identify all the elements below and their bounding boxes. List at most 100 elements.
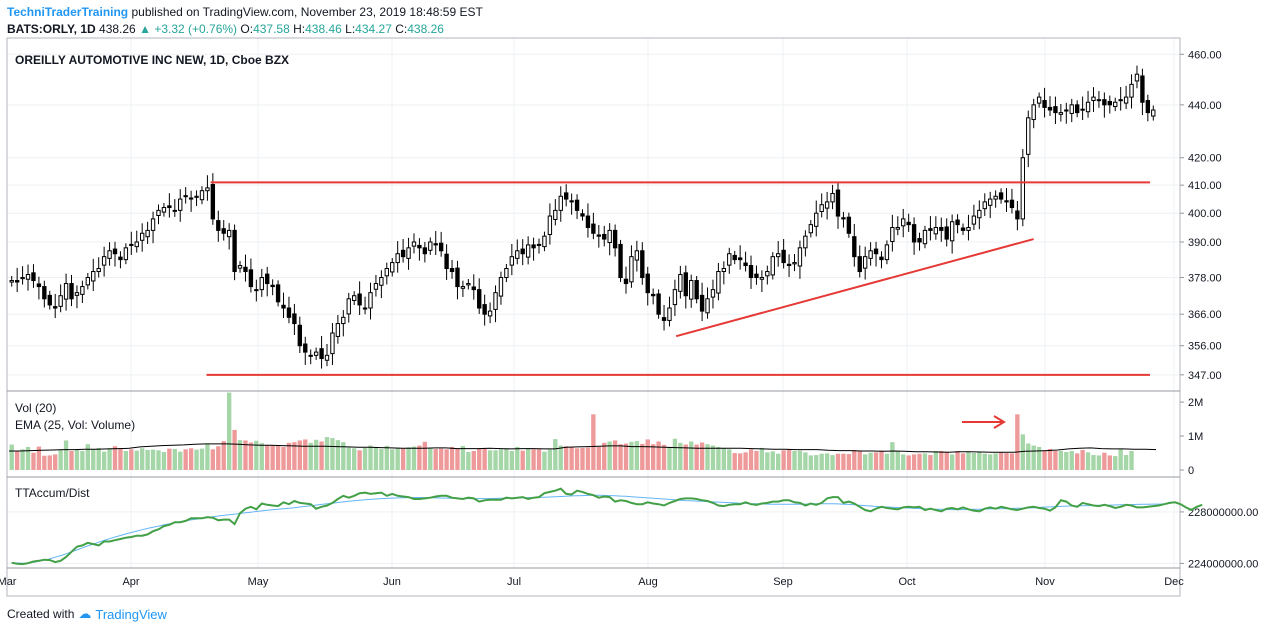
- trendline[interactable]: [675, 238, 1034, 338]
- time-tick-label: Jun: [383, 576, 401, 588]
- volume-bar: [167, 448, 172, 470]
- candle: [384, 262, 389, 285]
- candle: [988, 191, 993, 219]
- candle: [91, 258, 96, 291]
- volume-bar: [602, 442, 607, 470]
- candle: [1107, 95, 1112, 114]
- candle: [650, 288, 656, 305]
- volume-bar: [69, 450, 74, 470]
- volume-bar: [906, 455, 911, 470]
- candle: [58, 284, 63, 313]
- volume-tick-label: 2M: [1188, 397, 1203, 409]
- author-link[interactable]: TechniTraderTraining: [7, 5, 129, 19]
- time-axis[interactable]: Mar Apr May Jun Jul Aug Sep Oct Nov Dec: [0, 576, 1184, 588]
- candle: [313, 347, 319, 360]
- candle: [1140, 68, 1145, 116]
- volume-bar: [1064, 452, 1069, 470]
- tradingview-link[interactable]: TradingView: [95, 606, 167, 622]
- candle: [803, 230, 808, 257]
- candle: [53, 293, 58, 319]
- candle: [1074, 100, 1080, 118]
- candle: [31, 264, 36, 288]
- candle: [243, 254, 248, 282]
- candle: [732, 250, 737, 265]
- price-axis[interactable]: 460.00 440.00 420.00 410.00 400.00 390.00 378.…: [1180, 49, 1222, 382]
- time-tick-label: Aug: [638, 576, 658, 588]
- candle: [216, 210, 221, 242]
- volume-bar: [737, 453, 743, 470]
- candle: [520, 239, 525, 266]
- volume-bar: [748, 449, 754, 470]
- volume-bar: [618, 444, 623, 470]
- volume-bar: [835, 453, 841, 470]
- volume-bar: [14, 450, 20, 470]
- volume-bar: [1085, 452, 1091, 470]
- candle: [308, 349, 313, 365]
- candle: [939, 217, 944, 242]
- volume-bar: [471, 450, 476, 470]
- volume-bar: [188, 448, 194, 470]
- volume-bar: [85, 444, 90, 470]
- volume-bar: [150, 449, 156, 470]
- candle: [933, 216, 939, 240]
- candle: [911, 217, 917, 255]
- volume-bar: [716, 446, 721, 470]
- candle: [487, 302, 493, 324]
- volume-bar: [324, 437, 330, 470]
- volume-bar: [547, 449, 553, 470]
- accum-axis[interactable]: 228000000.00 224000000.00: [1180, 507, 1258, 571]
- volume-bar: [460, 445, 466, 470]
- candle: [47, 290, 52, 310]
- candle: [585, 203, 591, 238]
- candle: [977, 200, 982, 230]
- volume-axis[interactable]: 2M 1M 0: [1180, 397, 1203, 477]
- candle: [1096, 91, 1102, 108]
- candle: [254, 279, 259, 302]
- volume-bar: [1042, 450, 1047, 470]
- volume-bar: [656, 441, 661, 470]
- volume-bar: [873, 452, 879, 470]
- candle: [248, 258, 254, 293]
- candle: [466, 279, 471, 290]
- volume-bar: [645, 439, 650, 470]
- volume-bar: [433, 448, 438, 470]
- candle: [656, 289, 661, 319]
- candle: [830, 184, 835, 210]
- candle: [330, 323, 335, 366]
- candle: [281, 292, 286, 319]
- candle: [928, 216, 933, 241]
- accum-line: [11, 487, 1203, 566]
- volume-bar: [917, 453, 922, 470]
- volume-bar: [428, 447, 433, 470]
- volume-bar: [232, 429, 237, 470]
- candle: [906, 213, 911, 232]
- candle: [14, 267, 20, 293]
- candle: [368, 282, 373, 320]
- candle: [862, 246, 868, 280]
- candle: [1123, 85, 1129, 110]
- candle: [661, 304, 667, 331]
- candle: [69, 274, 74, 307]
- trendlines[interactable]: [206, 181, 1150, 376]
- candle: [237, 261, 243, 273]
- volume-bar: [939, 450, 944, 470]
- volume-ema-line: [9, 443, 1157, 453]
- volume-bar: [1091, 455, 1096, 470]
- accum-tick-label: 228000000.00: [1188, 507, 1258, 519]
- candle: [493, 285, 498, 323]
- candle: [226, 223, 232, 250]
- volume-bar: [803, 452, 808, 470]
- volume-bar: [308, 442, 313, 470]
- candle: [118, 251, 123, 269]
- volume-bar: [281, 446, 286, 470]
- candle: [509, 243, 515, 276]
- volume-bar: [107, 448, 112, 470]
- candle: [1004, 188, 1009, 212]
- volume-bar: [118, 448, 123, 470]
- candle: [515, 239, 520, 265]
- candle: [721, 261, 727, 285]
- candle: [879, 251, 884, 269]
- candle: [922, 225, 928, 249]
- candle: [640, 242, 645, 285]
